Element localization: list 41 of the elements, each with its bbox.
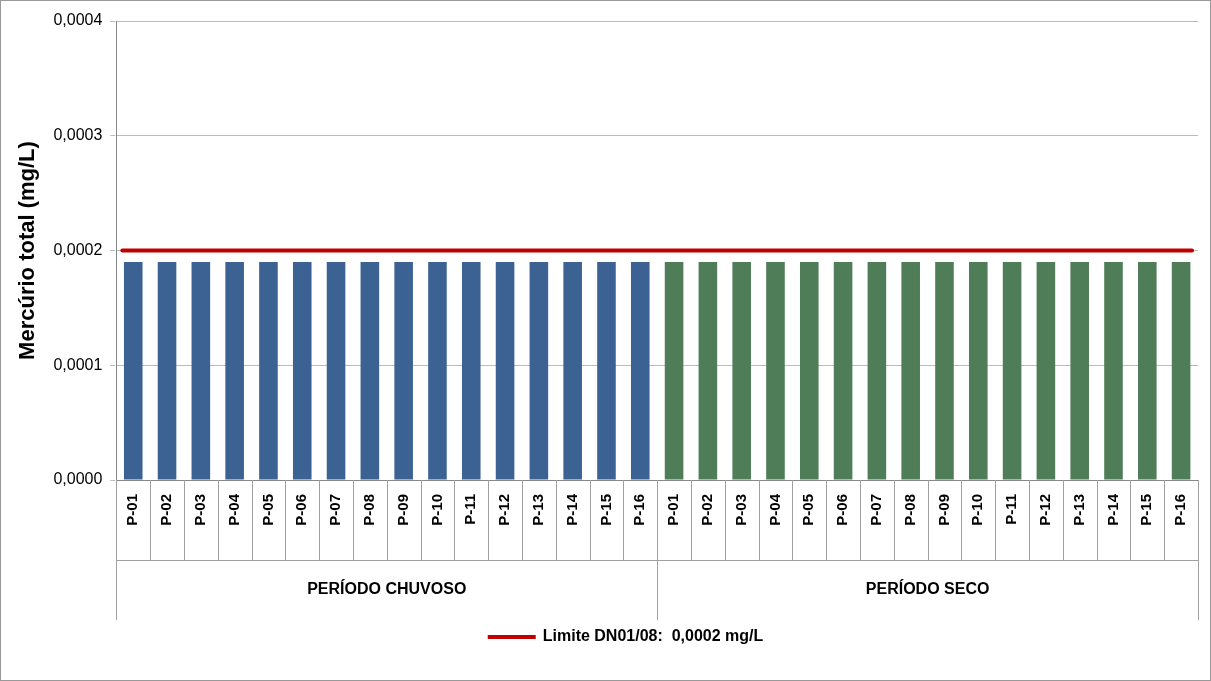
- x-tick-label: P-10: [427, 494, 445, 526]
- text: PERÍODO CHUVOSO: [307, 579, 467, 598]
- x-tick-label: P-10: [968, 494, 986, 526]
- x-tick-label: P-11: [1002, 494, 1020, 525]
- x-tick-label: P-09: [934, 494, 952, 526]
- x-tick-label: P-06: [292, 494, 310, 526]
- x-tick-label: P-13: [1069, 494, 1087, 526]
- x-tick-label: P-15: [1137, 494, 1155, 526]
- x-tick-label: P-05: [799, 494, 817, 526]
- x-tick-label: P-09: [393, 494, 411, 526]
- x-tick-label: P-14: [562, 493, 580, 526]
- legend-label: Limite DN01/08: 0,0002 mg/L: [542, 627, 764, 645]
- x-tick-label: P-03: [190, 494, 208, 526]
- x-tick-label: P-07: [867, 494, 885, 526]
- x-tick-label: P-02: [698, 494, 716, 526]
- x-tick-label: P-05: [258, 494, 276, 526]
- y-tick-label: 0,0000: [53, 470, 103, 488]
- x-tick-label: P-16: [1171, 494, 1189, 526]
- x-tick-label: P-03: [731, 494, 749, 526]
- x-tick-label: P-04: [765, 493, 783, 526]
- x-tick-label: P-01: [664, 494, 682, 526]
- x-tick-label: P-14: [1103, 493, 1121, 526]
- y-axis-title: Mercúrio total (mg/L): [14, 141, 40, 360]
- y-tick-label: 0,0004: [53, 11, 103, 29]
- x-tick-label: P-02: [157, 494, 175, 526]
- y-tick-label: 0,0001: [53, 355, 103, 373]
- x-tick-label: P-04: [224, 493, 242, 526]
- x-tick-label: P-13: [529, 494, 546, 526]
- x-tick-label: P-16: [630, 494, 648, 526]
- y-tick-label: 0,0002: [53, 240, 103, 258]
- x-tick-label: P-07: [326, 494, 344, 526]
- text: PERÍODO SECO: [865, 579, 990, 598]
- x-tick-label: P-08: [900, 494, 918, 526]
- x-tick-label: P-11: [461, 494, 479, 525]
- x-tick-label: P-06: [833, 494, 851, 526]
- x-tick-label: P-01: [123, 494, 141, 526]
- x-tick-label: P-12: [1036, 494, 1054, 526]
- x-tick-label: P-15: [596, 494, 614, 526]
- y-tick-label: 0,0003: [53, 126, 103, 144]
- x-tick-label: P-08: [359, 494, 377, 526]
- x-tick-label: P-12: [495, 494, 513, 526]
